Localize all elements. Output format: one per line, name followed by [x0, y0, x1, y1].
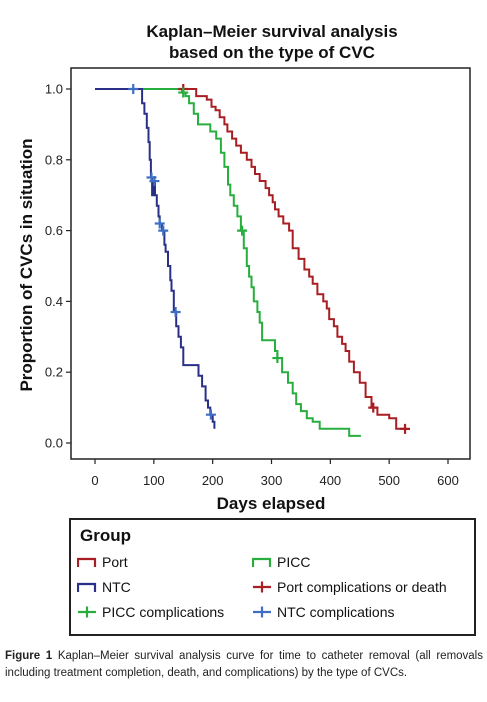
censor-mark-ntc-2: [149, 176, 160, 187]
port-step-icon: [77, 557, 97, 567]
figure-caption: Figure 1 Kaplan–Meier survival analysis …: [5, 648, 483, 682]
censor-mark-ntc-6: [205, 409, 216, 420]
legend-item-picc-complications: PICC complications: [77, 604, 224, 620]
x-tick-label-200: 200: [202, 473, 224, 488]
legend-item-ntc: NTC: [77, 579, 131, 595]
legend-label-picc: PICC: [277, 554, 311, 570]
legend-title: Group: [80, 526, 131, 545]
km-survival-chart: Kaplan–Meier survival analysis based on …: [17, 22, 471, 513]
picc-step-icon: [252, 557, 272, 567]
y-tick-label-2: 0.4: [45, 294, 63, 309]
y-tick-label-1: 0.2: [45, 365, 63, 380]
chart-title-line-2: based on the type of CVC: [169, 43, 375, 62]
caption-label: Figure 1: [5, 650, 53, 662]
chart-legend: Group Port PICC NTC Port complications o…: [69, 518, 476, 636]
censor-mark-picc-0: [178, 87, 189, 98]
series-line-ntc: [95, 88, 216, 429]
ntc-censor-plus-icon: [253, 606, 271, 618]
censor-mark-picc-2: [272, 353, 283, 364]
x-tick-label-400: 400: [319, 473, 341, 488]
censor-mark-port-2: [400, 423, 411, 434]
y-tick-label-4: 0.8: [45, 152, 63, 167]
censor-mark-ntc-3: [154, 218, 165, 229]
legend-label-port-complications: Port complications or death: [277, 579, 447, 595]
legend-label-picc-complications: PICC complications: [102, 604, 225, 620]
series-line-picc: [95, 88, 361, 437]
plot-frame: [70, 67, 471, 460]
series-line-port: [95, 88, 407, 430]
censor-mark-ntc-5: [170, 307, 181, 318]
y-tick-label-3: 0.6: [45, 223, 63, 238]
legend-label-port: Port: [102, 554, 128, 570]
legend-item-picc: PICC: [252, 554, 310, 570]
x-tick-label-600: 600: [437, 473, 459, 488]
chart-title-line-1: Kaplan–Meier survival analysis: [146, 22, 397, 41]
legend-label-ntc-complications: NTC complications: [277, 604, 395, 620]
x-tick-label-0: 0: [91, 473, 98, 488]
ntc-step-icon: [77, 582, 97, 592]
x-tick-label-300: 300: [261, 473, 283, 488]
legend-item-port-complications: Port complications or death: [252, 579, 447, 595]
x-tick-label-500: 500: [378, 473, 400, 488]
y-tick-label-5: 1.0: [45, 82, 63, 97]
censor-mark-ntc-0: [128, 84, 139, 94]
caption-text: Kaplan–Meier survival analysis curve for…: [5, 650, 483, 679]
x-axis-title: Days elapsed: [217, 494, 326, 513]
port-censor-plus-icon: [253, 581, 271, 593]
picc-censor-plus-icon: [78, 606, 96, 618]
legend-label-ntc: NTC: [102, 579, 131, 595]
censor-mark-picc-1: [237, 225, 248, 236]
censor-mark-port-1: [368, 402, 379, 413]
y-tick-label-0: 0.0: [45, 436, 63, 451]
y-axis-title: Proportion of CVCs in situation: [17, 138, 36, 391]
legend-item-port: Port: [77, 554, 128, 570]
censor-mark-ntc-4: [158, 225, 169, 236]
x-tick-label-100: 100: [143, 473, 165, 488]
legend-item-ntc-complications: NTC complications: [252, 604, 394, 620]
